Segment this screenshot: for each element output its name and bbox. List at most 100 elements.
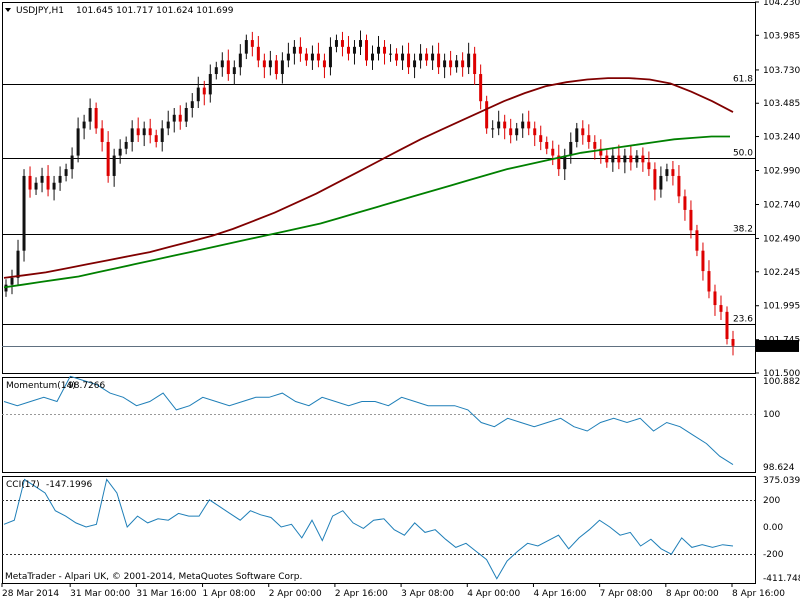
price-y-tick-label: 104.230 — [763, 0, 800, 8]
candle-body — [358, 40, 362, 47]
x-tick-label: 4 Apr 16:00 — [533, 589, 586, 599]
candle-body — [629, 155, 633, 163]
candle-body — [641, 155, 645, 163]
x-tick-label: 8 Apr 00:00 — [666, 589, 719, 599]
candle-body — [238, 53, 242, 68]
candle-body — [587, 135, 591, 142]
candle-body — [346, 46, 350, 54]
candle-body — [671, 169, 675, 176]
cci-value: -147.1996 — [46, 480, 92, 490]
price-y-tick-label: 102.245 — [763, 268, 800, 278]
candle-body — [328, 46, 332, 68]
candle-body — [124, 141, 128, 149]
candle-body — [515, 128, 519, 136]
candle-body — [575, 128, 579, 142]
triangle-down-icon[interactable] — [5, 8, 11, 12]
candle-body — [431, 53, 435, 61]
x-tick-label: 2 Apr 16:00 — [335, 589, 388, 599]
symbol-label: USDJPY,H1 — [16, 6, 64, 16]
candle-body — [605, 155, 609, 163]
cci-y-tick-label: -200 — [763, 550, 784, 560]
candle-body — [64, 169, 68, 176]
candle-body — [268, 60, 272, 68]
price-y-tick-label: 103.985 — [763, 31, 800, 41]
candle-body — [70, 155, 74, 170]
candle-body — [310, 53, 314, 61]
candle-body — [659, 175, 663, 190]
candle-body — [455, 60, 459, 68]
price-y-tick-label: 102.740 — [763, 200, 800, 210]
candle-body — [100, 128, 104, 142]
candle-body — [425, 53, 429, 61]
candle-body — [250, 40, 254, 47]
candle-body — [154, 135, 158, 142]
candle-body — [497, 121, 501, 129]
candle-body — [94, 108, 98, 129]
momentum-y-tick-label: 100 — [763, 410, 780, 420]
candle-body — [443, 60, 447, 68]
candle-body — [208, 74, 212, 95]
candle-body — [166, 121, 170, 129]
candle-body — [106, 141, 110, 176]
price-y-tick-label: 102.490 — [763, 234, 800, 244]
candle-body — [184, 108, 188, 122]
candle-body — [473, 53, 477, 75]
candle-body — [244, 40, 248, 54]
candle-body — [551, 148, 555, 156]
candle-body — [389, 53, 393, 55]
x-tick-label: 28 Mar 2014 — [2, 589, 59, 599]
candle-body — [352, 46, 356, 54]
candle-body — [539, 135, 543, 142]
candle-body — [46, 175, 50, 190]
candle-body — [701, 250, 705, 272]
candle-body — [262, 60, 266, 68]
candle-body — [22, 175, 26, 251]
candle-body — [82, 121, 86, 129]
candle-body — [485, 101, 489, 129]
candle-body — [419, 53, 423, 61]
candle-body — [437, 53, 441, 68]
price-y-tick-label: 102.990 — [763, 167, 800, 177]
candle-body — [509, 128, 513, 136]
candle-body — [449, 60, 453, 68]
panel-frame-cci — [2, 476, 756, 584]
x-tick-label: 7 Apr 08:00 — [600, 589, 653, 599]
candle-body — [316, 53, 320, 61]
sma-200-line — [3, 135, 730, 289]
candle-body — [581, 128, 585, 136]
candle-body — [292, 46, 296, 54]
candle-body — [214, 67, 218, 75]
candle-body — [725, 311, 729, 340]
candle-body — [545, 141, 549, 149]
candle-body — [653, 169, 657, 190]
candle-body — [461, 60, 465, 68]
cci-y-tick-label: 375.0397 — [763, 476, 800, 486]
candle-body — [112, 155, 116, 176]
copyright-text: MetaTrader - Alpari UK, © 2001-2014, Met… — [5, 572, 302, 582]
candle-body — [298, 46, 302, 54]
cci-title: CCI(17) — [6, 480, 40, 490]
candle-body — [88, 108, 92, 122]
candle-body — [148, 128, 152, 136]
candle-body — [280, 60, 284, 75]
ohlc-values: 101.645 101.717 101.624 101.699 — [76, 6, 234, 16]
candle-body — [413, 60, 417, 68]
price-y-tick-label: 103.730 — [763, 66, 800, 76]
candle-body — [395, 53, 399, 61]
candle-body — [677, 175, 681, 197]
candle-body — [647, 162, 651, 170]
candle-body — [491, 128, 495, 130]
candle-body — [4, 284, 8, 292]
momentum-y-tick-label: 98.624 — [763, 463, 795, 473]
last-price-label: 101.699 — [760, 342, 797, 352]
x-tick-label: 8 Apr 16:00 — [732, 589, 785, 599]
fib-level-label: 50.0 — [733, 149, 753, 159]
candle-body — [731, 339, 735, 346]
candle-body — [304, 53, 308, 61]
candle-body — [136, 128, 140, 136]
x-tick-label: 2 Apr 00:00 — [269, 589, 322, 599]
candle-body — [16, 250, 20, 278]
candle-body — [334, 40, 338, 47]
